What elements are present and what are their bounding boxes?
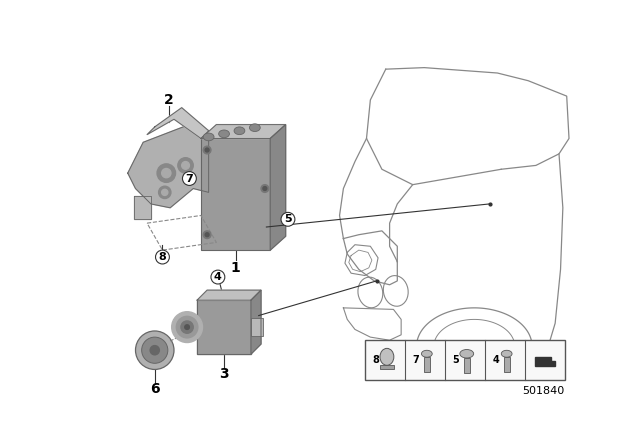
Circle shape bbox=[181, 321, 193, 333]
Text: 3: 3 bbox=[220, 367, 229, 381]
Ellipse shape bbox=[501, 350, 512, 357]
Text: 5: 5 bbox=[452, 355, 460, 365]
Text: 4: 4 bbox=[214, 272, 222, 282]
Polygon shape bbox=[535, 357, 556, 366]
Circle shape bbox=[204, 231, 211, 238]
Circle shape bbox=[178, 158, 193, 173]
Circle shape bbox=[263, 186, 267, 190]
Circle shape bbox=[185, 325, 189, 329]
Circle shape bbox=[162, 168, 171, 178]
Bar bbox=[380, 365, 394, 369]
Polygon shape bbox=[201, 125, 285, 138]
Text: 8: 8 bbox=[372, 355, 380, 365]
Ellipse shape bbox=[250, 124, 260, 132]
Text: 7: 7 bbox=[413, 355, 419, 365]
Circle shape bbox=[141, 337, 168, 363]
Circle shape bbox=[205, 148, 209, 152]
Polygon shape bbox=[197, 300, 251, 354]
Circle shape bbox=[261, 185, 269, 192]
Circle shape bbox=[205, 233, 209, 237]
Bar bbox=[504, 357, 509, 372]
Bar bbox=[251, 318, 262, 336]
Text: 2: 2 bbox=[164, 93, 173, 107]
Ellipse shape bbox=[234, 127, 245, 134]
Text: 6: 6 bbox=[150, 383, 159, 396]
Circle shape bbox=[162, 189, 168, 195]
Circle shape bbox=[157, 164, 175, 182]
Circle shape bbox=[281, 212, 295, 226]
Circle shape bbox=[136, 331, 174, 370]
Polygon shape bbox=[134, 196, 151, 220]
Bar bbox=[201, 138, 270, 250]
Text: 4: 4 bbox=[493, 355, 499, 365]
Text: 501840: 501840 bbox=[522, 386, 564, 396]
Ellipse shape bbox=[219, 130, 230, 138]
Ellipse shape bbox=[204, 133, 214, 141]
Bar bbox=[365, 340, 564, 380]
Bar bbox=[463, 358, 470, 373]
Text: 5: 5 bbox=[284, 214, 292, 224]
Circle shape bbox=[182, 162, 189, 169]
Text: 1: 1 bbox=[231, 261, 241, 275]
Polygon shape bbox=[147, 108, 209, 138]
Circle shape bbox=[159, 186, 171, 198]
Circle shape bbox=[204, 146, 211, 154]
Polygon shape bbox=[197, 290, 261, 300]
Circle shape bbox=[150, 345, 159, 355]
Circle shape bbox=[172, 312, 202, 343]
Text: 8: 8 bbox=[159, 252, 166, 262]
Bar bbox=[424, 357, 430, 372]
Polygon shape bbox=[270, 125, 285, 250]
Circle shape bbox=[211, 270, 225, 284]
Circle shape bbox=[156, 250, 170, 264]
Circle shape bbox=[176, 316, 198, 338]
Ellipse shape bbox=[460, 349, 474, 358]
Polygon shape bbox=[251, 290, 261, 354]
Bar bbox=[182, 323, 197, 332]
Ellipse shape bbox=[422, 350, 432, 357]
Ellipse shape bbox=[380, 349, 394, 365]
Circle shape bbox=[182, 172, 196, 185]
Text: 7: 7 bbox=[186, 173, 193, 184]
Polygon shape bbox=[128, 123, 209, 208]
